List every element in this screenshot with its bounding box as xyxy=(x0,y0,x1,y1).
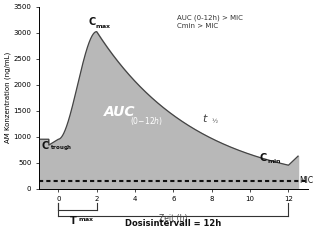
Text: $_{\mathregular{½}}$: $_{\mathregular{½}}$ xyxy=(211,117,218,125)
Text: AUC (0-12h) > MIC: AUC (0-12h) > MIC xyxy=(177,15,243,21)
Text: $\bf{min}$: $\bf{min}$ xyxy=(267,157,282,165)
Text: $\bf{max}$: $\bf{max}$ xyxy=(95,23,111,30)
Text: $t$: $t$ xyxy=(202,112,209,124)
Text: $\bf{C}$: $\bf{C}$ xyxy=(41,139,50,151)
Text: MIC: MIC xyxy=(299,176,313,185)
Text: $\bf{C}$: $\bf{C}$ xyxy=(88,15,97,28)
Text: Dosisintervall = 12h: Dosisintervall = 12h xyxy=(125,219,221,228)
Text: $(0\mathregular{-}12h)$: $(0\mathregular{-}12h)$ xyxy=(130,114,163,126)
Text: $\bf{trough}$: $\bf{trough}$ xyxy=(50,143,72,153)
Text: $\bf{C}$: $\bf{C}$ xyxy=(259,151,267,163)
Y-axis label: AM Konzentration (ng/mL): AM Konzentration (ng/mL) xyxy=(4,52,11,143)
Text: AUC: AUC xyxy=(104,105,135,119)
Text: $\bf{max}$: $\bf{max}$ xyxy=(79,216,95,223)
Text: $\bf{T}$: $\bf{T}$ xyxy=(69,214,78,226)
Text: Zeit (h): Zeit (h) xyxy=(159,214,188,223)
Text: Cmin > MIC: Cmin > MIC xyxy=(177,23,218,29)
